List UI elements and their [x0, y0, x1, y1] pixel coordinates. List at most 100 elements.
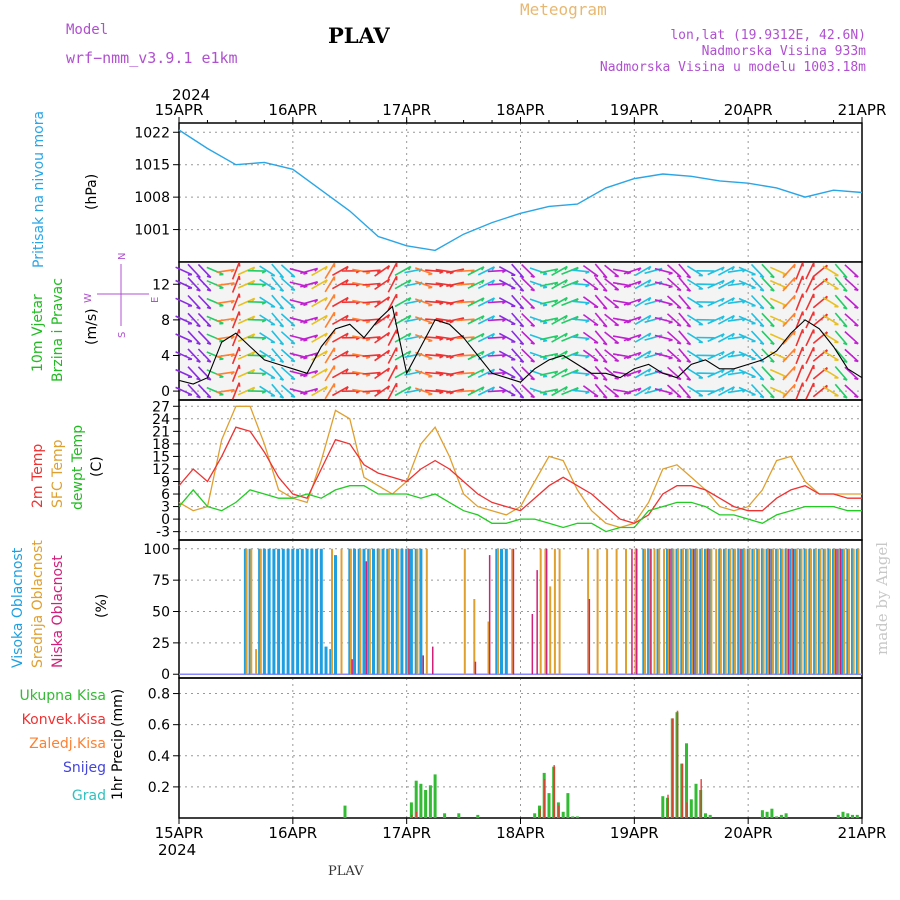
wind-arrow-head — [251, 297, 256, 303]
wind-arrow — [477, 386, 495, 396]
wind-arrow-head — [731, 386, 735, 391]
wind-arrow — [738, 368, 756, 378]
mid-cloud-bar — [539, 548, 542, 675]
wind-arrow — [761, 348, 775, 363]
mid-cloud-bar — [772, 548, 775, 675]
y-tick-label: 75 — [152, 573, 170, 589]
wind-arrow — [738, 297, 756, 307]
high-cloud-bar — [381, 548, 385, 675]
wind-arrow — [237, 315, 255, 325]
mid-cloud-bar — [473, 599, 476, 675]
wind-arrow — [769, 266, 788, 276]
wind-arrow-head — [686, 395, 691, 399]
wind-arrow-head — [238, 262, 241, 267]
wind-arrow — [707, 350, 725, 360]
wind-arrow — [387, 382, 398, 400]
wind-arrow-head — [602, 395, 608, 399]
high-cloud-bar — [760, 548, 764, 675]
low-cloud-bar — [669, 548, 671, 675]
wind-arrow — [805, 382, 815, 400]
mid-cloud-bar — [682, 548, 684, 675]
wind-arrow-head — [376, 371, 381, 376]
wind-arrow — [582, 331, 599, 344]
elevation-label: Nadmorska Visina 933m — [702, 44, 867, 59]
wind-arrow — [571, 282, 590, 286]
wind-arrow-head — [261, 270, 267, 274]
y-tick-label: 9 — [161, 474, 170, 490]
mid-cloud-bar — [549, 586, 552, 675]
mid-cloud-bar — [748, 548, 751, 675]
wind-arrow — [231, 364, 240, 382]
wind-arrow — [604, 349, 620, 362]
wind-arrow-head — [843, 377, 848, 381]
wind-arrow-head — [345, 266, 349, 271]
wind-arrow-head — [770, 360, 775, 363]
high-cloud-bar — [243, 548, 247, 675]
high-cloud-bar — [694, 548, 698, 675]
wind-arrow — [707, 333, 725, 343]
wind-arrow — [678, 263, 692, 279]
wind-arrow-head — [637, 387, 642, 392]
wind-arrow-head — [770, 342, 775, 345]
wind-arrow — [594, 383, 608, 399]
mid-cloud-bar — [719, 548, 722, 675]
wind-arrow — [415, 298, 433, 306]
total-rain-bar — [704, 813, 707, 818]
wind-arrow — [834, 383, 848, 399]
high-cloud-bar — [680, 548, 684, 675]
wind-arrow-head — [801, 311, 804, 316]
x-tick-label-top: 21APR — [838, 101, 887, 119]
wind-arrow — [216, 299, 235, 305]
wind-arrow — [718, 314, 735, 325]
wind-arrow-head — [647, 368, 652, 373]
total-rain-bar — [855, 814, 859, 818]
wind-arrow — [387, 311, 398, 329]
wind-arrow-head — [593, 306, 599, 309]
low-cloud-bar — [474, 661, 477, 675]
wind-arrow-head — [238, 347, 241, 352]
wind-arrow-head — [554, 268, 559, 273]
mid-cloud-bar — [757, 548, 760, 675]
wind-arrow — [805, 346, 815, 364]
wind-arrow-head — [439, 391, 444, 395]
wind-arrow — [477, 279, 495, 290]
legend-freezing-rain: Zaledj.Kisa — [29, 736, 106, 752]
wind-arrow — [718, 332, 735, 343]
wind-arrow-head — [637, 298, 642, 303]
wind-arrow — [561, 369, 579, 378]
wind-unit: (m/s) — [84, 308, 100, 345]
total-rain-bar — [770, 808, 774, 818]
wind-arrow-head — [793, 366, 796, 371]
low-cloud-bar — [531, 614, 534, 675]
wind-arrow — [387, 347, 398, 364]
wind-arrow — [477, 350, 495, 361]
total-rain-bar — [661, 796, 665, 818]
wind-arrow-head — [365, 320, 371, 324]
x-tick-label-bottom: 15APR — [155, 824, 204, 842]
y-tick-label: 25 — [152, 636, 170, 652]
mid-cloud-bar — [331, 548, 333, 675]
wind-arrow-head — [759, 342, 765, 345]
wind-arrow-head — [407, 332, 412, 338]
wind-arrow — [529, 369, 548, 377]
wind-arrow-head — [530, 275, 535, 278]
y-tick-label: 8 — [161, 313, 170, 329]
wind-arrow — [540, 299, 558, 305]
wind-arrow — [529, 298, 548, 306]
mid-cloud-bar — [781, 548, 784, 675]
y-tick-label: 100 — [143, 542, 170, 558]
wind-arrow — [686, 385, 704, 397]
wind-arrow — [782, 330, 796, 345]
wind-arrow — [394, 314, 412, 325]
legend-convective-rain: Konvek.Kisa — [22, 712, 106, 728]
wind-arrow-head — [251, 369, 256, 374]
mid-cloud-bar — [848, 548, 850, 675]
wind-arrow-head — [324, 368, 328, 373]
wind-arrow-head — [261, 390, 267, 394]
wind-arrow — [551, 265, 568, 276]
wind-arrow — [795, 293, 804, 311]
high-cloud-bar — [296, 548, 300, 675]
wind-arrow — [467, 350, 485, 361]
wind-arrow — [769, 333, 788, 343]
wind-arrow — [623, 387, 642, 395]
